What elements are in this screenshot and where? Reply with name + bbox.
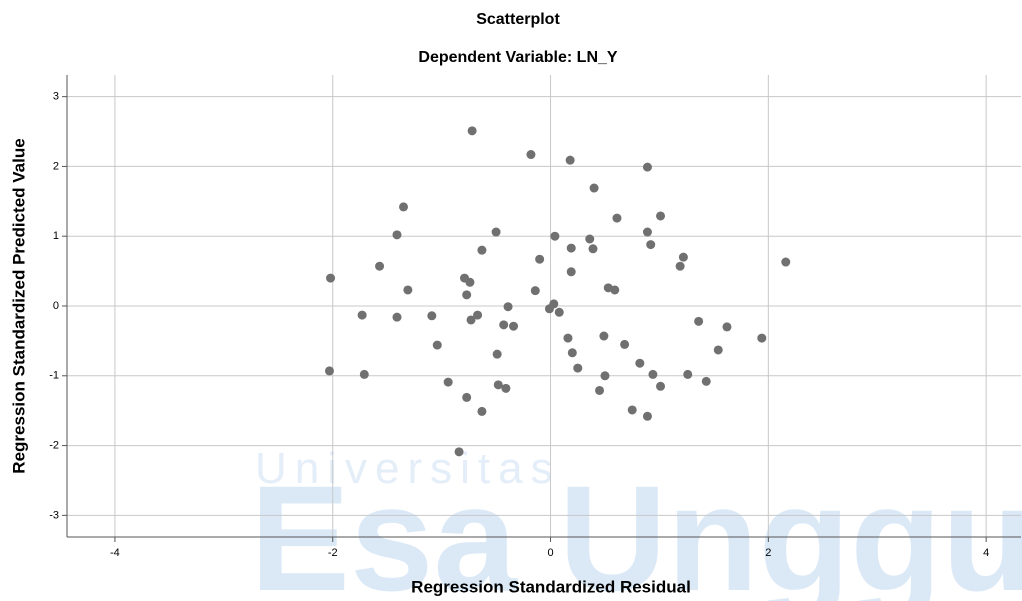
point [468, 126, 477, 135]
point [676, 262, 685, 271]
x-tick-label: -4 [110, 547, 120, 559]
point [566, 156, 575, 165]
point [612, 214, 621, 223]
point [477, 246, 486, 255]
point [683, 370, 692, 379]
point [585, 235, 594, 244]
point [427, 311, 436, 320]
point [433, 341, 442, 350]
point [325, 366, 334, 375]
chart: Universitas Esa Unggul Scatterplot Depen… [0, 0, 1022, 601]
y-tick-label: 2 [53, 160, 59, 172]
point [620, 340, 629, 349]
point [375, 262, 384, 271]
point [656, 211, 665, 220]
point [722, 322, 731, 331]
point [694, 317, 703, 326]
point [563, 334, 572, 343]
point [757, 334, 766, 343]
y-tick-label: -1 [49, 370, 59, 382]
point [499, 320, 508, 329]
point [504, 302, 513, 311]
point [392, 230, 401, 239]
page: Universitas Esa Unggul Scatterplot Depen… [0, 0, 1022, 601]
x-tick-label: 4 [983, 547, 989, 559]
x-axis-title: Regression Standardized Residual [411, 577, 691, 596]
point [403, 285, 412, 294]
point [358, 311, 367, 320]
point [462, 290, 471, 299]
point [392, 313, 401, 322]
point [568, 348, 577, 357]
point [467, 315, 476, 324]
x-tick-label: 0 [547, 547, 553, 559]
point [590, 184, 599, 193]
point [462, 393, 471, 402]
y-axis-title: Regression Standardized Predicted Value [9, 138, 28, 473]
y-tick-label: -3 [49, 509, 59, 521]
point [643, 228, 652, 237]
y-tick-label: 3 [53, 91, 59, 103]
point [702, 377, 711, 386]
x-tick-label: -2 [328, 547, 338, 559]
point [648, 370, 657, 379]
point [595, 386, 604, 395]
point [599, 332, 608, 341]
point [545, 304, 554, 313]
point [628, 405, 637, 414]
point [526, 150, 535, 159]
point [646, 240, 655, 249]
point [326, 274, 335, 283]
point [600, 371, 609, 380]
point [567, 244, 576, 253]
point [610, 285, 619, 294]
point [501, 384, 510, 393]
point [444, 378, 453, 387]
point [360, 370, 369, 379]
chart-title: Scatterplot [476, 11, 560, 28]
point [656, 382, 665, 391]
point [573, 364, 582, 373]
chart-subtitle: Dependent Variable: LN_Y [418, 49, 617, 66]
point [509, 322, 518, 331]
point [643, 163, 652, 172]
point [679, 253, 688, 262]
point [635, 359, 644, 368]
point [781, 258, 790, 267]
y-tick-label: -2 [49, 439, 59, 451]
point [714, 345, 723, 354]
y-tick-label: 0 [53, 300, 59, 312]
point [555, 308, 564, 317]
point [589, 244, 598, 253]
point [535, 255, 544, 264]
point [465, 278, 474, 287]
point [567, 267, 576, 276]
point [399, 202, 408, 211]
point [531, 286, 540, 295]
point [492, 228, 501, 237]
point [455, 447, 464, 456]
point [493, 350, 502, 359]
y-tick-label: 1 [53, 230, 59, 242]
point [643, 412, 652, 421]
point [550, 232, 559, 241]
point [477, 407, 486, 416]
x-tick-label: 2 [765, 547, 771, 559]
